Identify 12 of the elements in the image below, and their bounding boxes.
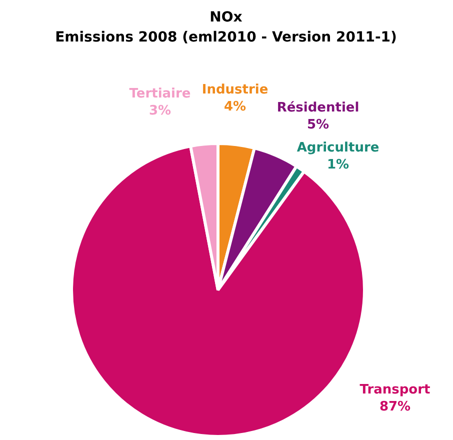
chart-title: NOx [210,10,242,26]
data-label: 87% [379,399,411,414]
slice-label: Tertiaire [129,86,191,102]
data-label: 3% [148,103,172,118]
data-label: 5% [306,117,330,132]
slice-label: Agriculture [296,140,380,156]
data-label: 4% [224,99,246,114]
data-label: 1% [326,157,350,172]
slice-label: Résidentiel [276,100,360,116]
slice-label: Transport [360,382,430,398]
slice-label: Industrie [202,82,268,98]
chart-subtitle: Emissions 2008 (eml2010 - Version 2011-1) [55,30,397,46]
